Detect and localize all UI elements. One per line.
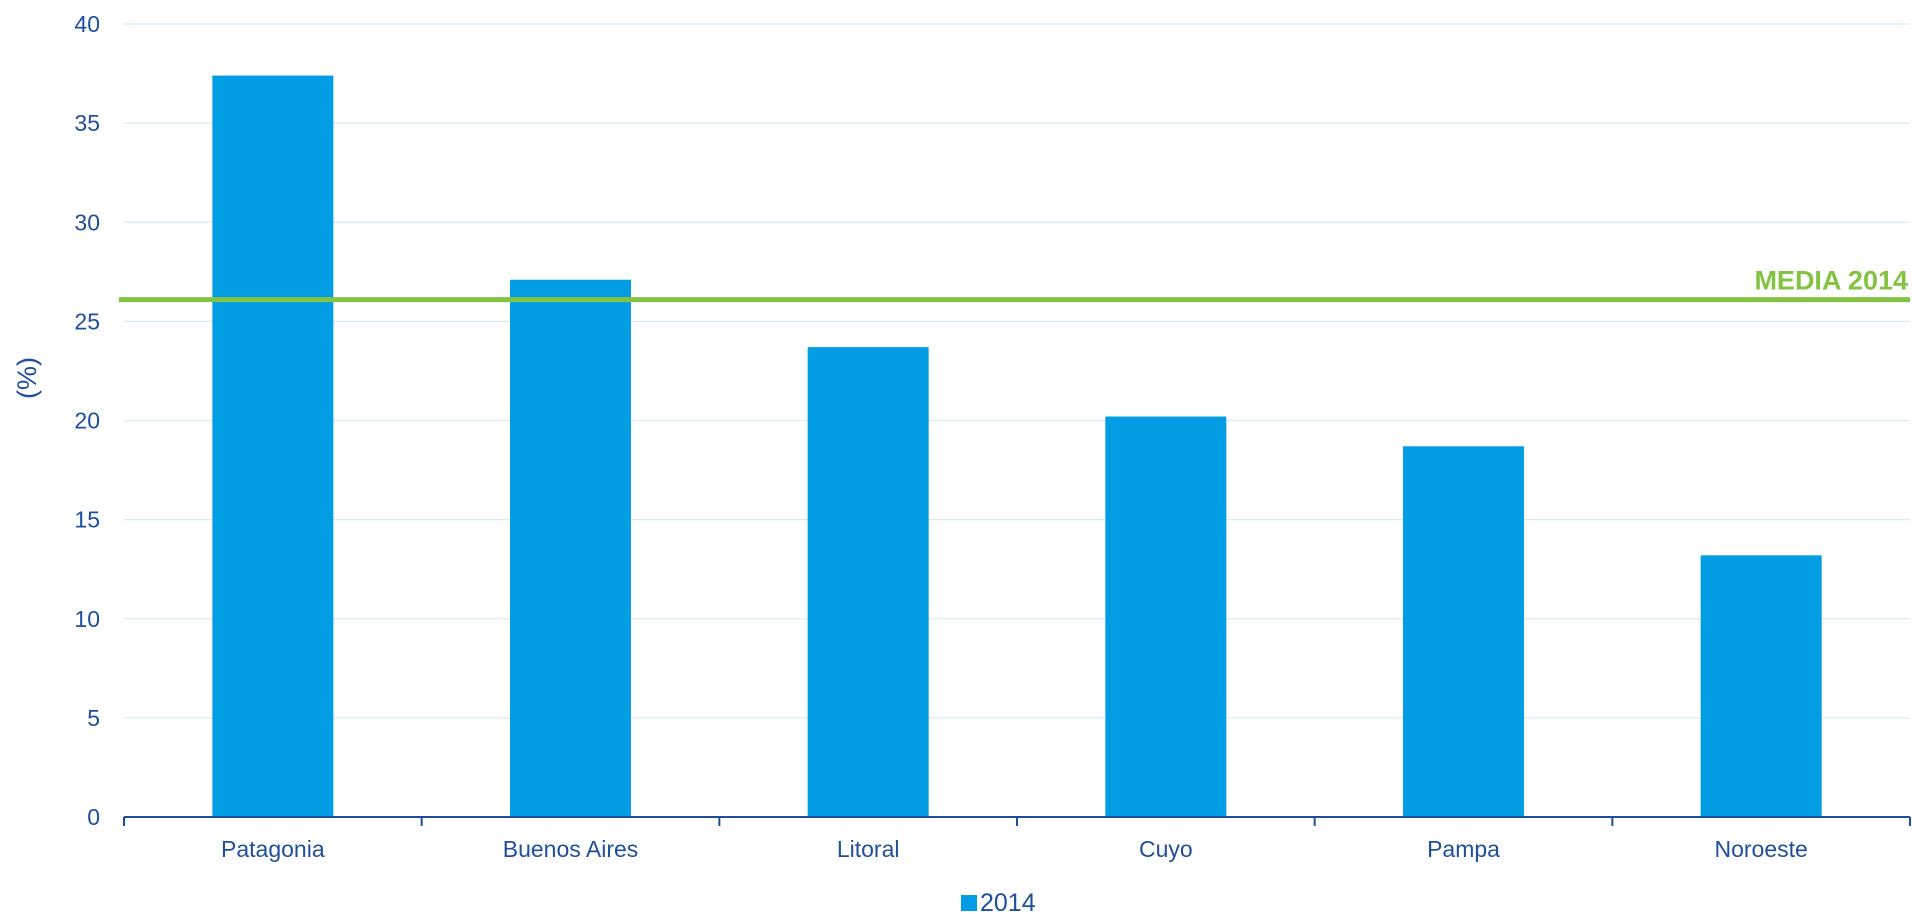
x-tick-label-patagonia: Patagonia — [221, 836, 325, 862]
x-tick-label-litoral: Litoral — [837, 836, 900, 862]
media-reference-label: MEDIA 2014 — [1754, 266, 1908, 296]
y-axis-title: (%) — [12, 357, 42, 399]
gridlines — [124, 23, 1910, 719]
y-tick-label-40: 40 — [74, 11, 100, 37]
legend-label-2014: 2014 — [980, 889, 1036, 914]
x-axis-ticks: Patagonia Buenos Aires Litoral Cuyo Pampa Nor… — [221, 836, 1808, 862]
y-tick-label-0: 0 — [87, 804, 100, 830]
x-tick-label-noroeste: Noroeste — [1715, 836, 1808, 862]
y-tick-label-10: 10 — [74, 606, 100, 632]
y-axis-ticks: 0 5 10 15 20 25 30 35 40 — [74, 11, 100, 830]
x-tick-label-cuyo: Cuyo — [1139, 836, 1193, 862]
bars — [212, 75, 1822, 818]
y-tick-label-5: 5 — [87, 705, 100, 731]
x-tick-label-pampa: Pampa — [1427, 836, 1500, 862]
legend: 2014 — [961, 889, 1036, 914]
bar-patagonia — [212, 75, 334, 818]
bar-litoral — [807, 347, 929, 817]
x-tick-label-buenos-aires: Buenos Aires — [503, 836, 639, 862]
bar-buenos-aires — [510, 279, 631, 817]
axes — [123, 816, 1911, 826]
y-tick-label-35: 35 — [74, 110, 100, 136]
bar-cuyo — [1105, 416, 1227, 817]
reference-line-group: MEDIA 2014 — [119, 266, 1910, 303]
legend-swatch-2014 — [961, 895, 977, 911]
y-tick-label-15: 15 — [74, 507, 100, 533]
y-tick-label-20: 20 — [74, 408, 100, 434]
bar-noroeste — [1700, 555, 1822, 817]
y-tick-label-30: 30 — [74, 209, 100, 235]
bar-pampa — [1403, 446, 1524, 817]
y-tick-label-25: 25 — [74, 308, 100, 334]
